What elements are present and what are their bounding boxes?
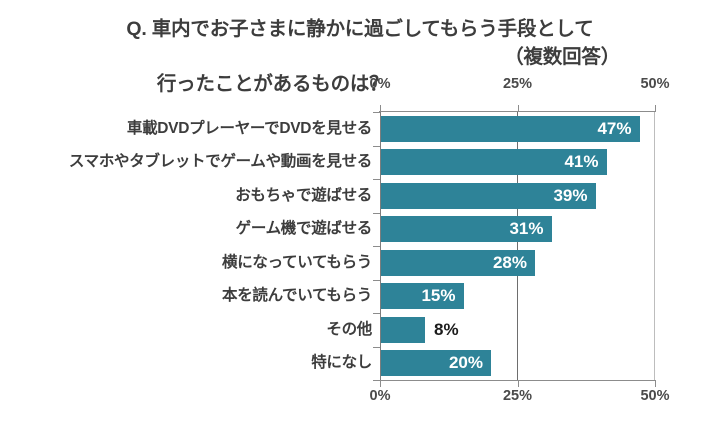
y-tick-7 <box>373 346 380 348</box>
y-tick-5 <box>373 279 380 281</box>
axis-line-bottom <box>379 380 656 381</box>
x-axis-top-label-25: 25% <box>502 76 533 92</box>
x-axis-bottom-label-50: 50% <box>640 388 670 404</box>
axis-line-top <box>379 111 656 112</box>
y-tick-6 <box>373 313 380 314</box>
category-label: 本を読んでいてもらう <box>222 287 372 305</box>
bar-row[interactable]: 20% <box>381 350 491 377</box>
x-tick-50 <box>655 381 656 387</box>
bar[interactable] <box>381 115 640 142</box>
bar-row[interactable]: 41% <box>381 149 607 176</box>
bar[interactable] <box>381 316 425 343</box>
bar-row[interactable]: 39% <box>381 182 596 209</box>
x-tick-50 <box>655 105 656 111</box>
x-axis-top-label-50: 50% <box>640 76 670 92</box>
bar-row[interactable]: 47% <box>381 115 640 142</box>
y-tick-1 <box>373 145 380 147</box>
title-line-2: 行ったことがあるものは？ <box>156 73 389 96</box>
bar-value-label: 47% <box>597 118 632 138</box>
y-tick-0 <box>373 112 380 113</box>
gridline-50 <box>654 112 655 380</box>
x-tick-25 <box>517 105 519 111</box>
x-tick-0 <box>380 381 381 387</box>
bar[interactable] <box>381 182 596 209</box>
gridline-0 <box>380 112 381 380</box>
y-axis-category-labels: 車載DVDプレーヤーでDVDを見せるスマホやタブレットでゲームや動画を見せるおも… <box>32 112 372 380</box>
x-tick-25 <box>517 381 519 387</box>
bar-row[interactable]: 28% <box>381 249 535 276</box>
page-title: Q. 車内でお子さまに静かに過ごしてもらう手段として 行ったことがあるものは？ … <box>0 16 720 154</box>
y-tick-4 <box>373 246 380 247</box>
category-label: 横になっていてもらう <box>222 253 372 271</box>
bar-value-label: 8% <box>434 319 459 339</box>
x-axis-bottom-label-25: 25% <box>502 388 533 404</box>
bar[interactable] <box>381 283 464 310</box>
category-label: その他 <box>326 320 372 338</box>
bar[interactable] <box>381 149 607 176</box>
y-tick-8 <box>373 380 380 381</box>
y-tick-3 <box>373 212 380 214</box>
bar-value-label: 31% <box>509 219 544 239</box>
bar-value-label: 28% <box>492 252 527 272</box>
category-label: おもちゃで遊ばせる <box>235 186 372 204</box>
y-tick-2 <box>373 179 380 180</box>
category-label: 特になし <box>311 354 372 372</box>
bar-row[interactable]: 8% <box>381 316 459 343</box>
x-tick-0 <box>380 105 381 111</box>
bar-value-label: 41% <box>564 152 599 172</box>
gridline-25 <box>517 112 518 380</box>
x-axis-bottom-label-0: 0% <box>369 388 391 404</box>
bar[interactable] <box>381 216 552 243</box>
bar-value-label: 20% <box>448 353 483 373</box>
title-line-2-wrap: 行ったことがあるものは？ （複数回答） <box>100 44 620 155</box>
bar-value-label: 39% <box>553 185 588 205</box>
bar[interactable] <box>381 249 535 276</box>
plot-area: 47% 41% 39% 31% 28% 15% 8% 20% <box>373 105 656 387</box>
x-axis-top: 0% 25% 50% <box>370 76 670 96</box>
title-line-1: Q. 車内でお子さまに静かに過ごしてもらう手段として <box>126 18 594 40</box>
bar-row[interactable]: 31% <box>381 216 552 243</box>
x-axis-top-label-0: 0% <box>369 76 391 92</box>
category-label: スマホやタブレットでゲームや動画を見せる <box>68 153 372 171</box>
bar[interactable] <box>381 350 491 377</box>
category-label: ゲーム機で遊ばせる <box>235 220 373 238</box>
x-axis-bottom: 0% 25% 50% <box>370 388 670 408</box>
bar-row[interactable]: 15% <box>381 283 464 310</box>
title-multiple-answer-note: （複数回答） <box>504 45 620 68</box>
category-label: 車載DVDプレーヤーでDVDを見せる <box>126 119 372 137</box>
bar-value-label: 15% <box>421 286 456 306</box>
